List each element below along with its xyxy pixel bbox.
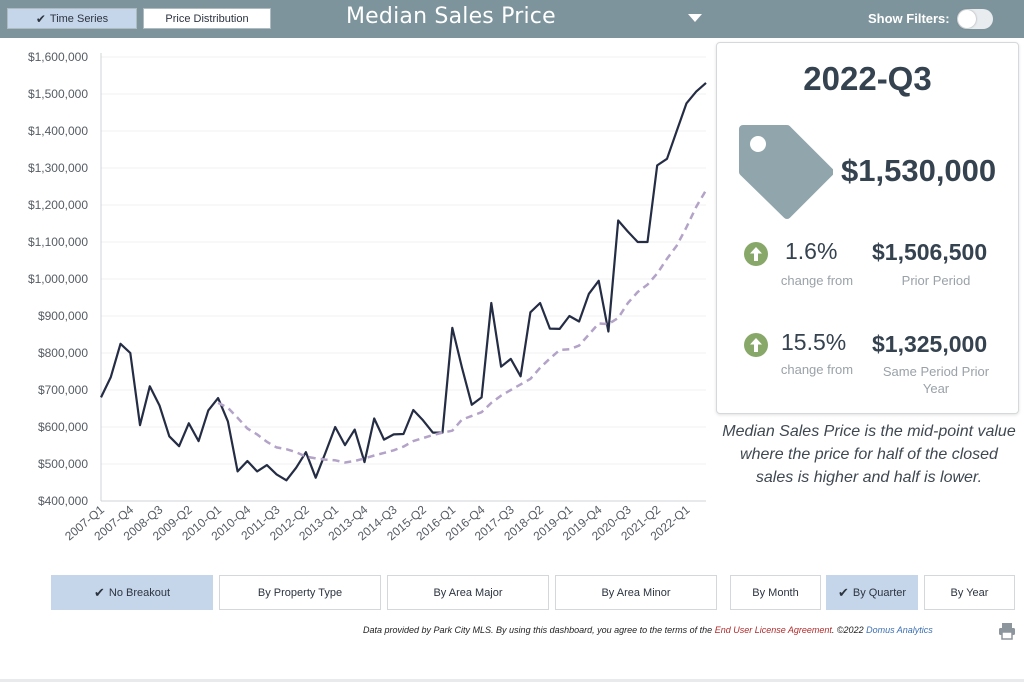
y-tick-label: $1,000,000: [28, 272, 88, 286]
kpi-prior-period-label: Prior Period: [901, 273, 971, 288]
tab-time-series-label: Time Series: [49, 12, 109, 25]
by-area-minor-button[interactable]: By Area Minor: [555, 575, 717, 610]
median-price-chart: $1,600,000 $1,500,000 $1,400,000 $1,300,000…: [0, 38, 712, 558]
kpi-prior-year-pct: 15.5%: [781, 329, 847, 355]
no-breakout-button[interactable]: ✔ No Breakout: [51, 575, 213, 610]
license-link[interactable]: End User License Agreement: [714, 625, 832, 635]
by-area-major-label: By Area Major: [433, 586, 503, 599]
by-month-label: By Month: [752, 586, 799, 599]
company-link[interactable]: Domus Analytics: [866, 625, 933, 635]
y-tick-label: $1,200,000: [28, 198, 88, 212]
by-area-minor-label: By Area Minor: [601, 586, 671, 599]
checkmark-icon: ✔: [35, 11, 46, 26]
kpi-prior-year-pct-label: change from: [780, 362, 854, 377]
footer-disclaimer: Data provided by Park City MLS. By using…: [363, 625, 933, 635]
printer-icon[interactable]: [998, 622, 1016, 640]
moving-average-series-line: [217, 189, 708, 464]
toggle-knob: [958, 10, 976, 28]
by-property-type-label: By Property Type: [257, 586, 343, 599]
bottom-border: [0, 679, 1024, 682]
show-filters-toggle[interactable]: [957, 9, 993, 29]
by-month-button[interactable]: By Month: [730, 575, 821, 610]
checkmark-icon: ✔: [93, 584, 105, 600]
price-tag-icon: [739, 125, 833, 219]
no-breakout-label: No Breakout: [108, 586, 171, 599]
line-chart-svg: $1,600,000 $1,500,000 $1,400,000 $1,300,000…: [28, 50, 708, 543]
by-year-label: By Year: [950, 586, 989, 599]
kpi-card: 2022-Q3 $1,530,000 1.6% change from $1,5…: [716, 42, 1019, 414]
y-tick-label: $900,000: [38, 309, 88, 323]
kpi-prior-year-label: Same Period Prior Year: [882, 364, 990, 396]
by-quarter-button[interactable]: ✔ By Quarter: [826, 575, 918, 610]
by-year-button[interactable]: By Year: [924, 575, 1015, 610]
chevron-down-icon[interactable]: [688, 14, 702, 22]
kpi-prior-period-value: $1,506,500: [872, 239, 988, 265]
by-property-type-button[interactable]: By Property Type: [219, 575, 381, 610]
kpi-prior-year-value: $1,325,000: [872, 331, 988, 357]
kpi-period: 2022-Q3: [803, 60, 932, 97]
tab-price-distribution[interactable]: Price Distribution: [143, 8, 271, 29]
tab-price-distribution-label: Price Distribution: [165, 12, 249, 25]
footer-text: Data provided by Park City MLS. By using…: [363, 625, 715, 635]
y-tick-label: $1,100,000: [28, 235, 88, 249]
y-tick-label: $600,000: [38, 420, 88, 434]
y-tick-label: $1,300,000: [28, 161, 88, 175]
tab-time-series[interactable]: ✔ Time Series: [7, 8, 137, 29]
metric-description: Median Sales Price is the mid-point valu…: [722, 423, 1016, 486]
y-tick-label: $1,600,000: [28, 50, 88, 64]
y-tick-label: $400,000: [38, 494, 88, 508]
kpi-prior-period-pct: 1.6%: [785, 238, 838, 264]
kpi-prior-period-pct-label: change from: [780, 273, 854, 288]
y-tick-label: $1,400,000: [28, 124, 88, 138]
arrow-up-icon: [744, 242, 768, 266]
y-tick-label: $800,000: [38, 346, 88, 360]
page-title: Median Sales Price: [346, 4, 556, 29]
arrow-up-icon: [744, 333, 768, 357]
footer-copyright: . ©2022: [831, 625, 867, 635]
y-tick-label: $500,000: [38, 457, 88, 471]
show-filters-label: Show Filters:: [868, 11, 950, 26]
by-quarter-label: By Quarter: [852, 586, 907, 599]
median-price-series-line: [100, 82, 707, 482]
y-tick-label: $700,000: [38, 383, 88, 397]
checkmark-icon: ✔: [837, 584, 849, 600]
y-tick-label: $1,500,000: [28, 87, 88, 101]
header-bar: ✔ Time Series Price Distribution Median …: [0, 0, 1024, 38]
kpi-value: $1,530,000: [841, 153, 997, 188]
by-area-major-button[interactable]: By Area Major: [387, 575, 549, 610]
